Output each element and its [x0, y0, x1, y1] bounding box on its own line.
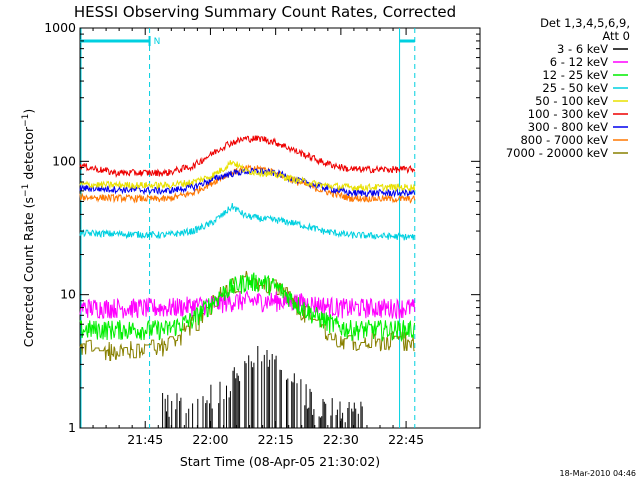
y-axis-ticks: 1 10 100 1000	[44, 20, 480, 435]
x-axis-ticks: 21:45 22:00 22:15 22:30 22:45	[92, 28, 424, 447]
legend-label: 50 - 100 keV	[535, 94, 608, 108]
orbit-markers: N	[80, 28, 416, 428]
series-line-5	[79, 135, 416, 179]
y-tick-label: 1	[68, 420, 76, 435]
y-tick-label: 1000	[44, 20, 76, 35]
x-tick-label: 21:45	[127, 432, 163, 447]
y-tick-label: 100	[52, 153, 76, 168]
series-3-6kev	[162, 346, 363, 428]
legend-label: 6 - 12 keV	[550, 55, 608, 69]
legend-label: 3 - 6 keV	[557, 42, 608, 56]
night-label: N	[154, 37, 161, 47]
series-layer	[79, 135, 416, 428]
series-line-4	[79, 160, 416, 193]
series-line-6	[79, 167, 416, 198]
chart-title: HESSI Observing Summary Count Rates, Cor…	[74, 3, 456, 21]
x-tick-label: 22:00	[192, 432, 228, 447]
series-line-8	[79, 270, 415, 361]
legend-label: 12 - 25 keV	[542, 68, 608, 82]
legend-header-line2: Att 0	[602, 29, 630, 43]
legend-label: 100 - 300 keV	[528, 107, 608, 121]
plot-frame	[79, 27, 481, 429]
footer-stamp: 18-Mar-2010 04:46	[560, 469, 637, 478]
series-line-3	[79, 203, 415, 241]
legend-label: 300 - 800 keV	[528, 120, 608, 134]
y-tick-label: 10	[60, 287, 76, 302]
series-line-2	[79, 272, 416, 343]
x-tick-label: 22:15	[258, 432, 294, 447]
legend-label: 7000 - 20000 keV	[506, 146, 608, 160]
x-axis-label: Start Time (08-Apr-05 21:30:02)	[180, 454, 380, 469]
plot-area: N 21:45 22:00 22:15 22:30 22:45 1 10 100 1000	[44, 20, 481, 447]
legend-label: 800 - 7000 keV	[520, 133, 608, 147]
legend-label: 25 - 50 keV	[542, 81, 608, 95]
legend-header-line1: Det 1,3,4,5,6,9,	[540, 16, 630, 30]
series-line-1	[79, 289, 416, 319]
y-axis-label: Corrected Count Rate (s−1 detector−1)	[21, 109, 36, 348]
x-tick-label: 22:45	[388, 432, 424, 447]
x-tick-label: 22:30	[323, 432, 359, 447]
